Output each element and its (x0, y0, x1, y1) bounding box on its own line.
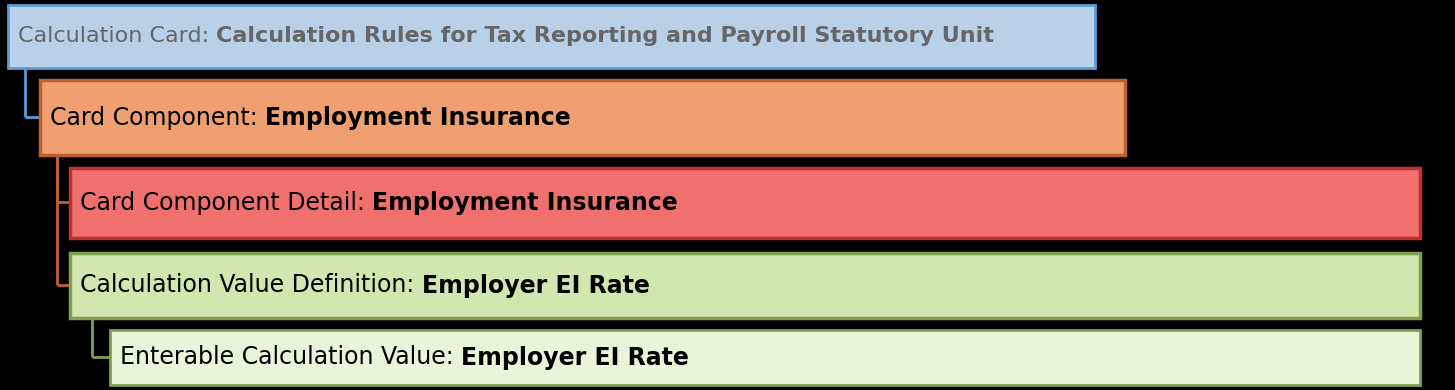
Text: Employer EI Rate: Employer EI Rate (461, 346, 690, 369)
Text: Enterable Calculation Value:: Enterable Calculation Value: (119, 346, 461, 369)
Text: Card Component:: Card Component: (49, 106, 265, 129)
Text: Employment Insurance: Employment Insurance (372, 191, 678, 215)
Text: Card Component Detail:: Card Component Detail: (80, 191, 372, 215)
Text: Calculation Value Definition:: Calculation Value Definition: (80, 273, 422, 298)
FancyBboxPatch shape (7, 5, 1096, 68)
FancyBboxPatch shape (70, 253, 1420, 318)
FancyBboxPatch shape (70, 168, 1420, 238)
FancyBboxPatch shape (39, 80, 1125, 155)
Text: Employment Insurance: Employment Insurance (265, 106, 570, 129)
Text: Calculation Card:: Calculation Card: (17, 27, 217, 46)
Text: Employer EI Rate: Employer EI Rate (422, 273, 649, 298)
FancyBboxPatch shape (111, 330, 1420, 385)
Text: Calculation Rules for Tax Reporting and Payroll Statutory Unit: Calculation Rules for Tax Reporting and … (217, 27, 994, 46)
